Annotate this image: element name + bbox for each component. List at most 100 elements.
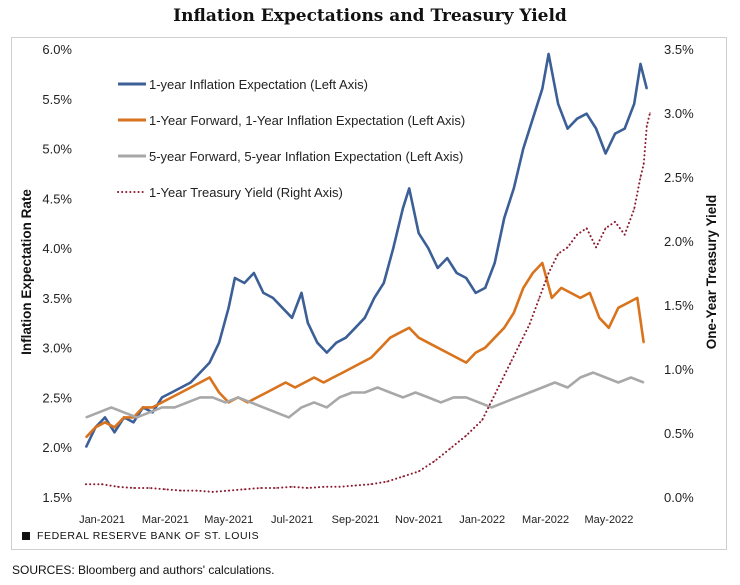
data-point [116,485,119,488]
data-point [528,391,531,394]
data-point [135,416,138,419]
data-point [455,272,458,274]
data-point [360,361,363,364]
data-point [642,163,645,166]
data-point [303,381,306,384]
data-point [522,287,525,289]
data-point [132,487,135,489]
legend-label: 1-Year Treasury Yield (Right Axis) [149,185,343,200]
data-point [465,434,468,437]
data-point [617,381,620,384]
data-point [512,311,515,314]
data-point [576,117,578,120]
x-tick-label: Nov-2021 [395,514,443,526]
data-point [272,297,274,299]
data-point [446,351,449,354]
data-point [560,287,563,289]
series-line-2 [85,261,645,439]
data-point [630,376,632,379]
data-point [291,316,293,319]
x-tick-label: Mar-2022 [522,514,569,526]
data-point [449,447,452,450]
data-point [199,371,202,374]
data-point [180,391,183,394]
data-point [97,411,100,414]
data-point [604,376,607,379]
data-point [566,386,569,389]
data-point [408,326,411,329]
data-point [196,489,198,492]
data-point [576,233,578,236]
data-point [85,436,87,439]
data-point [237,396,240,399]
data-point [503,401,506,404]
legend-label: 5-year Forward, 5-year Inflation Expecta… [149,149,463,164]
y2-tick-label: 2.5% [664,170,694,185]
data-point [161,396,163,399]
data-point [123,416,125,419]
data-point [503,217,506,220]
data-point [189,381,192,384]
data-point [151,406,154,409]
data-point [569,292,572,294]
data-point [465,396,468,399]
data-point [316,341,319,344]
data-point [427,247,430,250]
y-tick-label: 4.0% [42,241,72,256]
data-point [218,341,221,344]
data-point [642,381,645,384]
data-point [402,207,404,210]
data-point [325,406,328,409]
data-point [417,232,420,235]
data-point [452,396,455,399]
data-point [294,386,296,389]
footer-brand: FEDERAL RESERVE BANK OF ST. LOUIS [22,530,259,542]
y-tick-label: 1.5% [42,490,72,505]
data-point [633,102,636,105]
data-point [313,401,315,404]
data-point [541,262,544,264]
data-point [636,297,639,299]
data-point [211,491,214,493]
x-tick-label: Jan-2022 [459,514,505,526]
data-point [481,419,483,422]
data-point [528,323,531,326]
data-point [547,272,550,274]
data-point [211,396,214,399]
data-point [180,386,183,389]
data-point [484,287,487,289]
y-tick-label: 5.0% [42,142,72,157]
data-point [588,292,591,294]
data-point [490,406,493,409]
x-tick-label: May-2021 [204,514,253,526]
data-point [249,401,252,404]
data-point [579,297,582,299]
data-point [218,391,221,394]
data-point [649,112,651,114]
data-point [386,480,388,483]
data-point [427,341,430,344]
data-point [541,87,544,90]
data-point [85,446,87,449]
data-point [642,341,645,344]
data-point [398,331,401,334]
chart-frame [11,37,727,550]
data-point [281,306,284,309]
data-point [595,127,597,130]
legend-label: 1-year Inflation Expectation (Left Axis) [149,77,368,92]
y-axis-label: Inflation Expectation Rate [19,189,34,355]
data-point [291,485,293,488]
y-tick-label: 6.0% [42,42,72,57]
data-point [265,391,268,394]
data-point [335,341,338,344]
y-tick-label: 3.0% [42,341,72,356]
data-point [382,282,385,284]
data-point [344,336,347,339]
data-point [306,321,309,324]
data-point [275,386,277,389]
data-point [227,489,230,492]
data-point [639,63,642,65]
data-point [262,406,265,409]
data-point [633,208,636,210]
